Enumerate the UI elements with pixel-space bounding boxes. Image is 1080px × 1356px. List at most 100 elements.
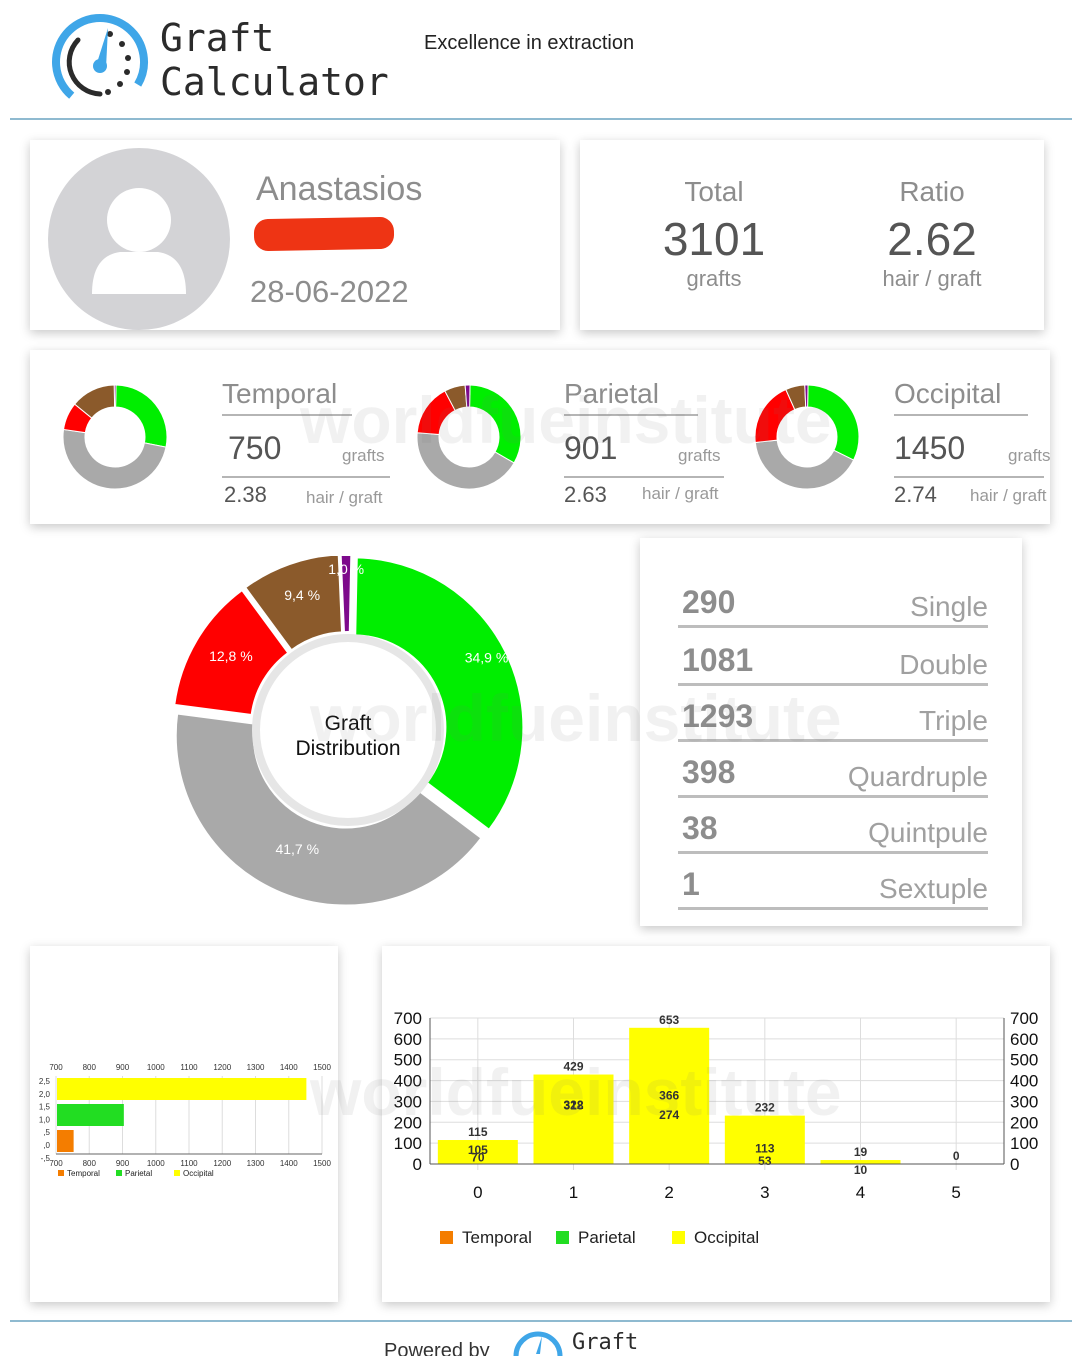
header-divider [10,118,1072,120]
gauge-logo-icon [513,1331,563,1356]
brand-line-2: Calculator [160,60,389,104]
y-tick-label-right: 400 [1010,1072,1038,1091]
y-tick-label: 2,0 [39,1090,51,1099]
slice-double [807,384,860,461]
y-tick-label: ,0 [43,1141,50,1150]
y-tick-label: 2,5 [39,1077,51,1086]
bar-occipital [533,1074,614,1164]
temporal-name: Temporal [222,378,338,409]
brand-title: Graft Calculator [160,16,389,104]
divider [564,414,698,416]
slice-label: 41,7 % [275,841,319,857]
y-tick-label-left: 400 [394,1072,422,1091]
data-label: 429 [563,1060,583,1074]
slice-quintpule [339,556,353,634]
x-tick-label-top: 800 [83,1063,97,1072]
slice-label: 1,0 % [328,561,364,577]
slice-triple [62,428,167,490]
total-stat: Total 3101 grafts [614,176,814,292]
graft-type-value: 38 [682,810,718,846]
slice-quintpule [804,384,809,408]
legend-swatch [174,1170,180,1176]
graft-types-card: 290 Single 1081 Double 1293 Triple 398 Quardrup… [640,538,1022,926]
graft-type-row: 38 Quintpule [678,806,988,854]
brand-line-1: Graft [160,16,275,60]
regions-card: Temporal 750 grafts 2.38 hair / graft Pa… [30,350,1051,524]
bar-temporal [57,1130,74,1152]
x-tick-label-top: 1400 [280,1063,298,1072]
powered-by-text: Powered by [384,1340,490,1356]
slice-triple [174,712,483,907]
bar-occipital [437,1140,518,1164]
y-tick-label-left: 100 [394,1134,422,1153]
parietal-grafts: 901 [564,430,618,466]
x-tick-label: 1 [569,1183,578,1202]
divider [894,476,1044,478]
graft-type-label: Triple [919,705,988,736]
redaction-mark [253,216,395,252]
graft-type-value: 1081 [682,642,754,678]
legend-label: Temporal [462,1228,532,1247]
divider [222,414,352,416]
occipital-ratio-unit: hair / graft [970,486,1047,505]
graft-type-value: 1293 [682,698,754,734]
legend-swatch [116,1170,122,1176]
x-tick-label-bottom: 700 [49,1159,63,1168]
graft-count-bar-card: 0 0 100 100 200 200 300 300 400 400 500 500 600 600 70… [382,946,1050,1302]
x-tick-label-bottom: 1300 [247,1159,265,1168]
bar-occipital [629,1027,710,1164]
tagline: Excellence in extraction [424,32,635,54]
center-title-2: Distribution [295,737,400,760]
graft-type-label: Single [910,591,988,622]
ratio-stat: Ratio 2.62 hair / graft [832,176,1032,292]
occipital-ratio: 2.74 [894,482,937,507]
occipital-name: Occipital [894,378,1002,409]
x-tick-label-top: 900 [116,1063,130,1072]
slice-double [115,384,168,448]
divider [894,414,1028,416]
data-label: 105 [468,1143,488,1157]
app-header: Graft Calculator Excellence in extractio… [0,0,1080,120]
slice-quardruple [173,588,290,717]
x-tick-label: 2 [664,1183,673,1202]
x-tick-label: 4 [856,1183,865,1202]
patient-name: Anastasios [256,170,423,208]
bar-occipital [820,1160,901,1164]
occipital-grafts-unit: grafts [1008,446,1051,465]
slice-triple [754,439,855,490]
ratio-value: 2.62 [887,213,977,265]
parietal-ratio: 2.63 [564,482,607,507]
graft-type-label: Double [899,649,988,680]
x-tick-label-top: 1500 [313,1063,331,1072]
data-label: 274 [659,1108,679,1122]
parietal-name: Parietal [564,378,659,409]
x-tick-label-bottom: 900 [116,1159,130,1168]
y-tick-label-left: 700 [394,1009,422,1028]
parietal-grafts-unit: grafts [678,446,721,465]
regions-bar-card: 700 700 800 800 900 900 1000 1000 1100 1100 1200 12… [30,946,338,1302]
x-tick-label-top: 1000 [147,1063,165,1072]
totals-card: Total 3101 grafts Ratio 2.62 hair / graf… [580,140,1044,330]
user-icon [92,188,186,294]
total-label: Total [684,176,744,207]
legend-label: Temporal [67,1169,100,1178]
x-tick-label: 5 [951,1183,960,1202]
x-tick-label: 3 [760,1183,769,1202]
graft-type-row: 1 Sextuple [678,862,988,910]
parietal-ratio-unit: hair / graft [642,484,719,503]
data-label: 653 [659,1013,679,1027]
y-tick-label-right: 300 [1010,1092,1038,1111]
divider [564,476,724,478]
y-tick-label-left: 300 [394,1092,422,1111]
temporal-grafts: 750 [228,430,282,466]
horizontal-bar-chart: 700 700 800 800 900 900 1000 1000 1100 1100 1200 12… [39,1063,332,1178]
footer-divider [10,1320,1072,1322]
data-label: 113 [755,1141,775,1155]
data-label: 10 [854,1163,868,1177]
graft-type-label: Quardruple [847,761,988,792]
occipital-grafts: 1450 [894,430,966,466]
slice-triple [416,432,515,490]
y-tick-label-right: 0 [1010,1155,1019,1174]
temporal-grafts-unit: grafts [342,446,385,465]
